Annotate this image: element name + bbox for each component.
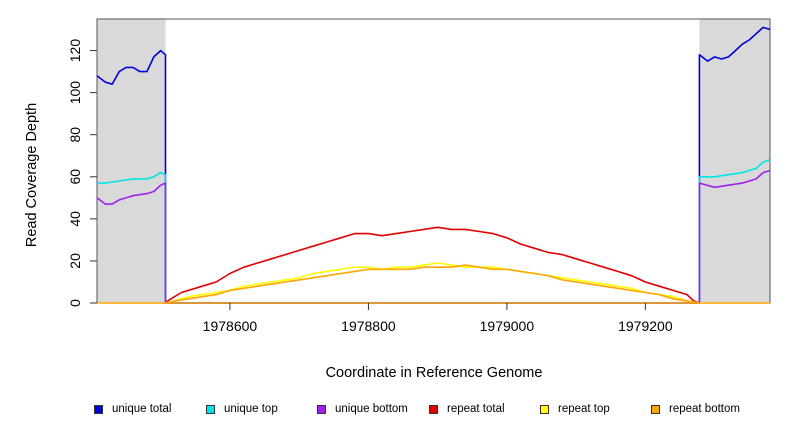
legend-swatch-unique-top bbox=[206, 404, 215, 414]
legend: unique total unique top unique bottom re… bbox=[0, 402, 792, 416]
y-tick-label-0: 0 bbox=[67, 299, 83, 307]
x-tick-label-3: 1979200 bbox=[618, 318, 673, 334]
legend-swatch-unique-total bbox=[94, 404, 103, 414]
legend-item-unique-total: unique total bbox=[94, 402, 171, 416]
legend-item-unique-top: unique top bbox=[206, 402, 278, 416]
y-tick-label-2: 40 bbox=[67, 211, 83, 227]
coverage-chart: 1978600 1978800 1979000 1979200 0 20 40 60 80 10… bbox=[24, 18, 771, 381]
legend-swatch-unique-bottom bbox=[317, 404, 326, 414]
y-tick-label-6: 120 bbox=[67, 39, 83, 63]
series-line-unique-total bbox=[96, 26, 771, 304]
x-axis-label: Coordinate in Reference Genome bbox=[326, 365, 543, 381]
legend-label-repeat-top: repeat top bbox=[558, 403, 610, 415]
legend-swatch-repeat-top bbox=[540, 404, 549, 414]
y-axis-label: Read Coverage Depth bbox=[24, 103, 40, 247]
legend-item-repeat-top: repeat top bbox=[540, 402, 610, 416]
shaded-region-1 bbox=[699, 19, 770, 303]
series-lines bbox=[96, 26, 771, 304]
x-tick-label-0: 1978600 bbox=[203, 318, 258, 334]
series-line-unique-top bbox=[97, 159, 771, 304]
legend-swatch-repeat-bottom bbox=[651, 404, 660, 414]
x-tick-label-1: 1978800 bbox=[341, 318, 396, 334]
legend-label-unique-bottom: unique bottom bbox=[335, 403, 408, 415]
legend-label-repeat-total: repeat total bbox=[447, 403, 505, 415]
shaded-region-0 bbox=[97, 19, 166, 303]
excluded-region-shading bbox=[97, 19, 770, 303]
y-tick-label-4: 80 bbox=[67, 127, 83, 143]
legend-item-unique-bottom: unique bottom bbox=[317, 402, 408, 416]
series-line-repeat-top bbox=[165, 262, 700, 304]
y-tick-label-3: 60 bbox=[67, 169, 83, 185]
legend-label-unique-top: unique top bbox=[224, 403, 278, 415]
series-line-unique-bottom bbox=[96, 169, 771, 304]
legend-label-unique-total: unique total bbox=[112, 403, 172, 415]
legend-item-repeat-total: repeat total bbox=[429, 402, 505, 416]
series-line-repeat-bottom bbox=[165, 264, 700, 304]
y-tick-label-1: 20 bbox=[67, 253, 83, 269]
x-axis: 1978600 1978800 1979000 1979200 bbox=[203, 303, 673, 334]
y-axis: 0 20 40 60 80 100 120 bbox=[67, 39, 97, 307]
y-tick-label-5: 100 bbox=[67, 81, 83, 105]
series-line-repeat-total bbox=[164, 226, 700, 304]
legend-swatch-repeat-total bbox=[429, 404, 438, 414]
plot-frame bbox=[96, 18, 771, 304]
legend-label-repeat-bottom: repeat bottom bbox=[669, 403, 740, 415]
legend-item-repeat-bottom: repeat bottom bbox=[651, 402, 740, 416]
x-tick-label-2: 1979000 bbox=[480, 318, 535, 334]
